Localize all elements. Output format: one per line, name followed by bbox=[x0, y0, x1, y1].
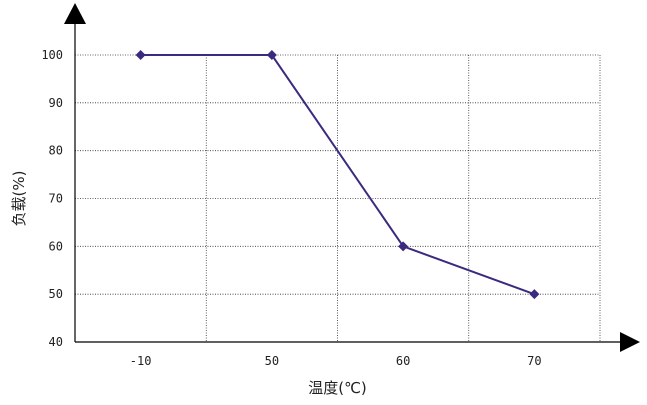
x-tick-label: 60 bbox=[396, 354, 410, 368]
x-axis-title: 温度(℃) bbox=[308, 379, 367, 397]
x-tick-label: 70 bbox=[527, 354, 541, 368]
x-tick-labels: -10 50 60 70 bbox=[130, 354, 542, 368]
y-tick-label: 60 bbox=[49, 239, 63, 253]
data-point-marker bbox=[398, 241, 409, 252]
y-tick-label: 80 bbox=[49, 144, 63, 158]
y-tick-label: 90 bbox=[49, 96, 63, 110]
series-layer bbox=[135, 50, 540, 300]
series-line bbox=[140, 54, 535, 296]
x-tick-label: -10 bbox=[130, 354, 152, 368]
x-tick-label: 50 bbox=[265, 354, 279, 368]
y-axis-arrow-icon bbox=[64, 3, 86, 24]
grid bbox=[75, 54, 601, 342]
axes bbox=[64, 3, 640, 352]
y-tick-label: 70 bbox=[49, 192, 63, 206]
x-axis-arrow-icon bbox=[620, 332, 640, 352]
y-axis-title: 负载(%) bbox=[10, 171, 28, 227]
data-point-marker bbox=[266, 50, 277, 60]
y-tick-label: 50 bbox=[49, 287, 63, 301]
data-point-marker bbox=[135, 50, 146, 60]
data-point-marker bbox=[529, 289, 540, 300]
y-tick-labels: 40 50 60 70 80 90 100 bbox=[41, 48, 63, 349]
y-tick-label: 40 bbox=[49, 335, 63, 349]
y-tick-label: 100 bbox=[41, 48, 63, 62]
